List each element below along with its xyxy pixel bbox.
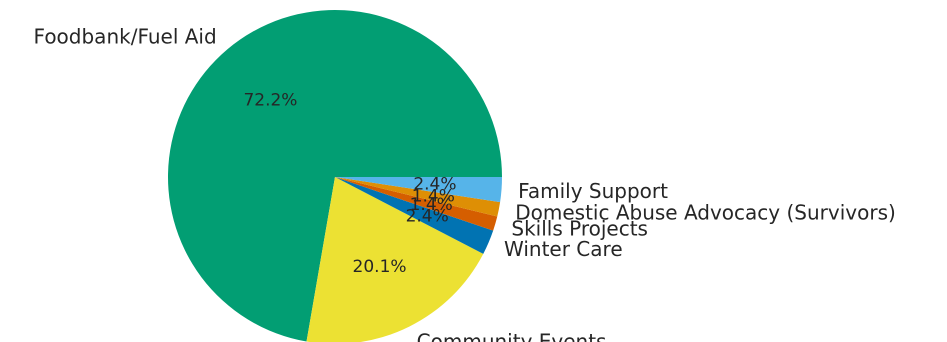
pie-slice-domestic-abuse-advocacy-survivors bbox=[335, 177, 501, 217]
category-label-family-support: Family Support bbox=[518, 179, 668, 203]
category-label-winter-care: Winter Care bbox=[504, 237, 623, 261]
pie-slice-community-events bbox=[306, 177, 484, 342]
pie-slice-skills-projects bbox=[335, 177, 498, 231]
pie-slices bbox=[168, 10, 503, 342]
pie-slice-winter-care bbox=[335, 177, 494, 254]
percentage-labels: 72.2% 20.1% 2.4%1.4%1.4%2.4% bbox=[243, 90, 456, 276]
category-labels: Foodbank/Fuel Aid Community Events Winter … bbox=[34, 24, 896, 342]
pct-label-domestic-abuse-advocacy-survivors: 1.4% bbox=[412, 186, 455, 206]
pct-label-winter-care: 2.4% bbox=[406, 206, 449, 226]
pct-label-family-support: 2.4% bbox=[413, 175, 456, 195]
pie-slice-family-support bbox=[335, 177, 502, 203]
pct-label-community-events: 20.1% bbox=[353, 257, 407, 277]
category-label-community-events: Community Events bbox=[417, 330, 607, 342]
pct-label-foodbank-fuel-aid: 72.2% bbox=[243, 90, 297, 110]
category-label-skills-projects: Skills Projects bbox=[511, 216, 648, 240]
pie-slice-foodbank-fuel-aid bbox=[168, 10, 503, 342]
pct-label-skills-projects: 1.4% bbox=[410, 195, 453, 215]
category-label-foodbank-fuel-aid: Foodbank/Fuel Aid bbox=[34, 24, 217, 48]
category-label-domestic-abuse-advocacy-survivors: Domestic Abuse Advocacy (Survivors) bbox=[515, 201, 896, 225]
